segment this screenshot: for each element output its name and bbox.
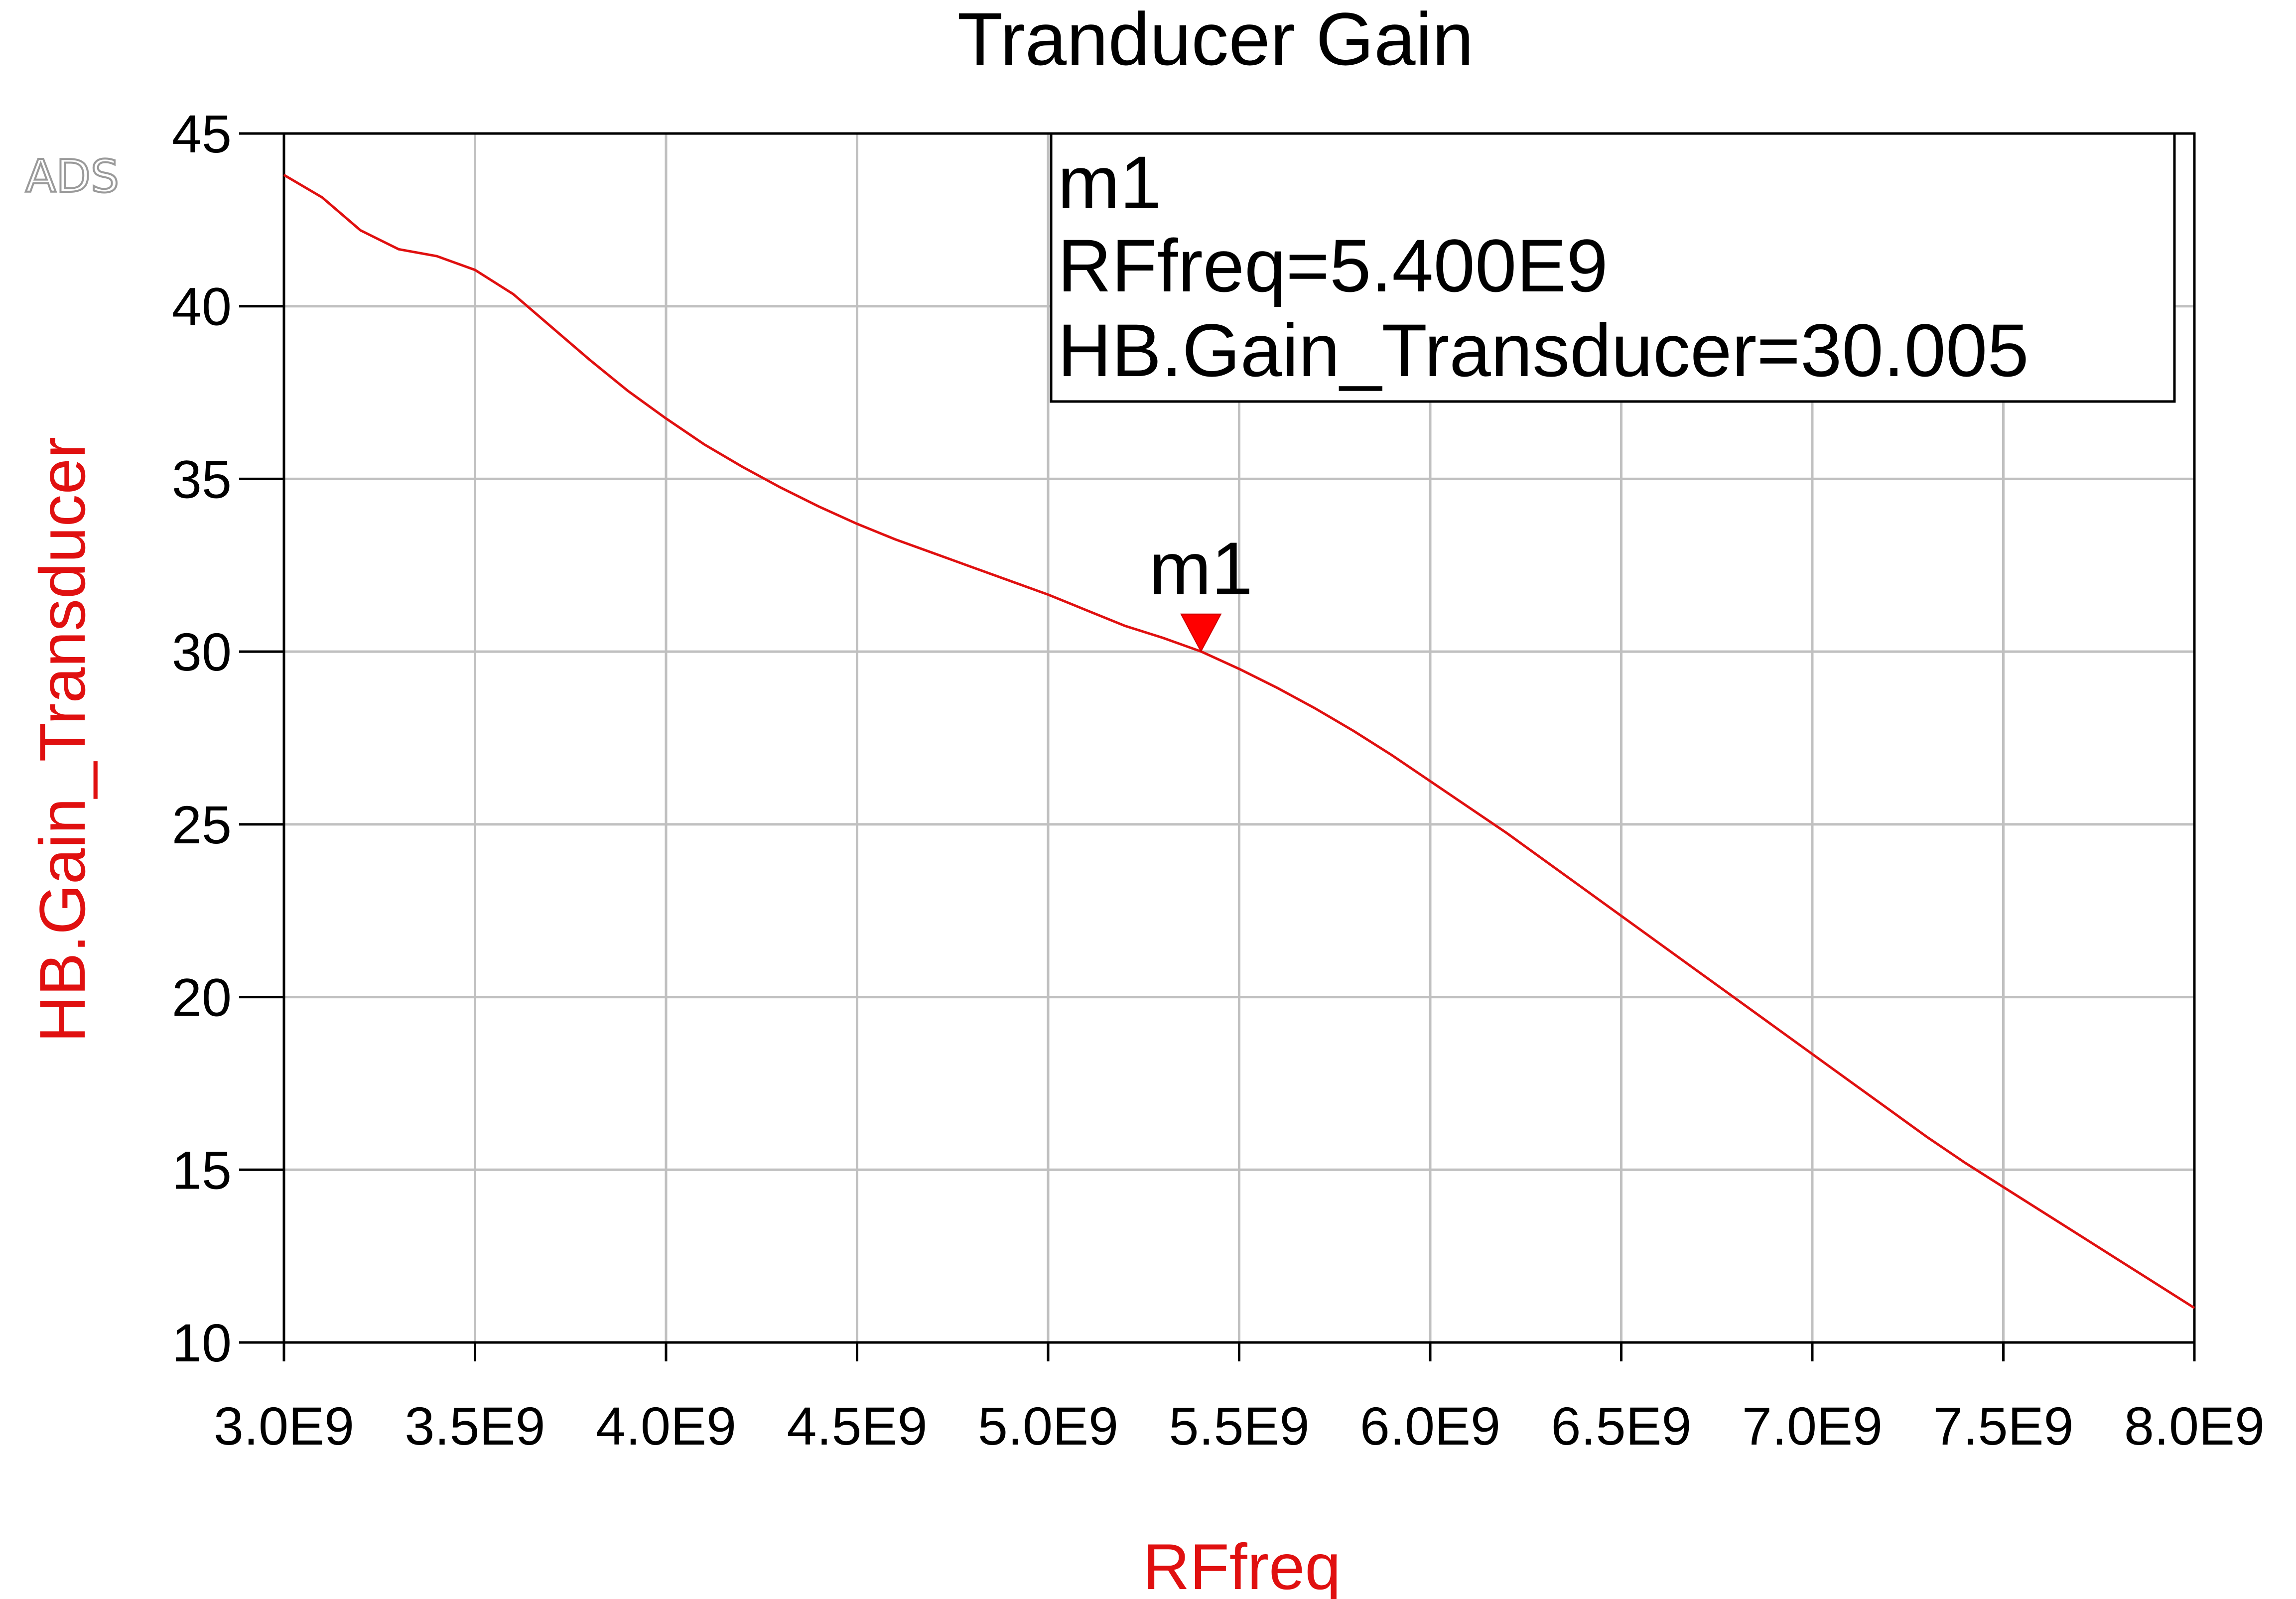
marker-readout-box: m1 RFfreq=5.400E9 HB.Gain_Transducer=30.… — [1050, 132, 2176, 403]
x-tick-label: 7.5E9 — [1933, 1396, 2073, 1456]
chart-title: Tranducer Gain — [957, 0, 1474, 81]
ads-watermark: ADS — [25, 150, 119, 203]
x-tick-label: 3.5E9 — [405, 1396, 545, 1456]
marker-readout-border — [1050, 132, 2176, 403]
x-axis-label: RFfreq — [1143, 1530, 1341, 1599]
series-line-gain-transducer — [283, 174, 2195, 1309]
y-tick-label: 30 — [172, 622, 232, 682]
marker-readout-line-3: HB.Gain_Transducer=30.005 — [1058, 308, 2029, 392]
y-tick-label: 25 — [172, 795, 232, 855]
y-tick-label: 45 — [172, 104, 232, 164]
y-tick-label: 20 — [172, 967, 232, 1028]
y-tick-label: 35 — [172, 449, 232, 509]
marker-m1-triangle[interactable] — [1180, 613, 1222, 653]
marker-readout-line-1: m1 — [1058, 140, 1161, 224]
y-tick-label: 40 — [172, 276, 232, 337]
y-axis-label: HB.Gain_Transducer — [26, 437, 99, 1043]
y-tick-label: 10 — [172, 1313, 232, 1373]
axis-ticks — [239, 132, 2196, 1361]
y-tick-labels: 10 15 20 25 30 35 40 45 — [172, 104, 232, 1373]
x-tick-label: 6.0E9 — [1360, 1396, 1500, 1456]
marker-readout-line-2: RFfreq=5.400E9 — [1058, 224, 1608, 307]
x-tick-label: 8.0E9 — [2124, 1396, 2265, 1456]
x-tick-labels: 3.0E9 3.5E9 4.0E9 4.5E9 5.0E9 5.5E9 6.0E9 6.5E9… — [214, 1396, 2265, 1456]
x-tick-label: 4.5E9 — [787, 1396, 927, 1456]
y-tick-label: 15 — [172, 1140, 232, 1200]
marker-m1-label: m1 — [1149, 527, 1253, 610]
x-tick-label: 5.0E9 — [978, 1396, 1118, 1456]
x-tick-label: 4.0E9 — [596, 1396, 736, 1456]
x-tick-label: 6.5E9 — [1551, 1396, 1691, 1456]
x-tick-label: 7.0E9 — [1742, 1396, 1883, 1456]
x-tick-label: 3.0E9 — [214, 1396, 354, 1456]
x-tick-label: 5.5E9 — [1169, 1396, 1309, 1456]
